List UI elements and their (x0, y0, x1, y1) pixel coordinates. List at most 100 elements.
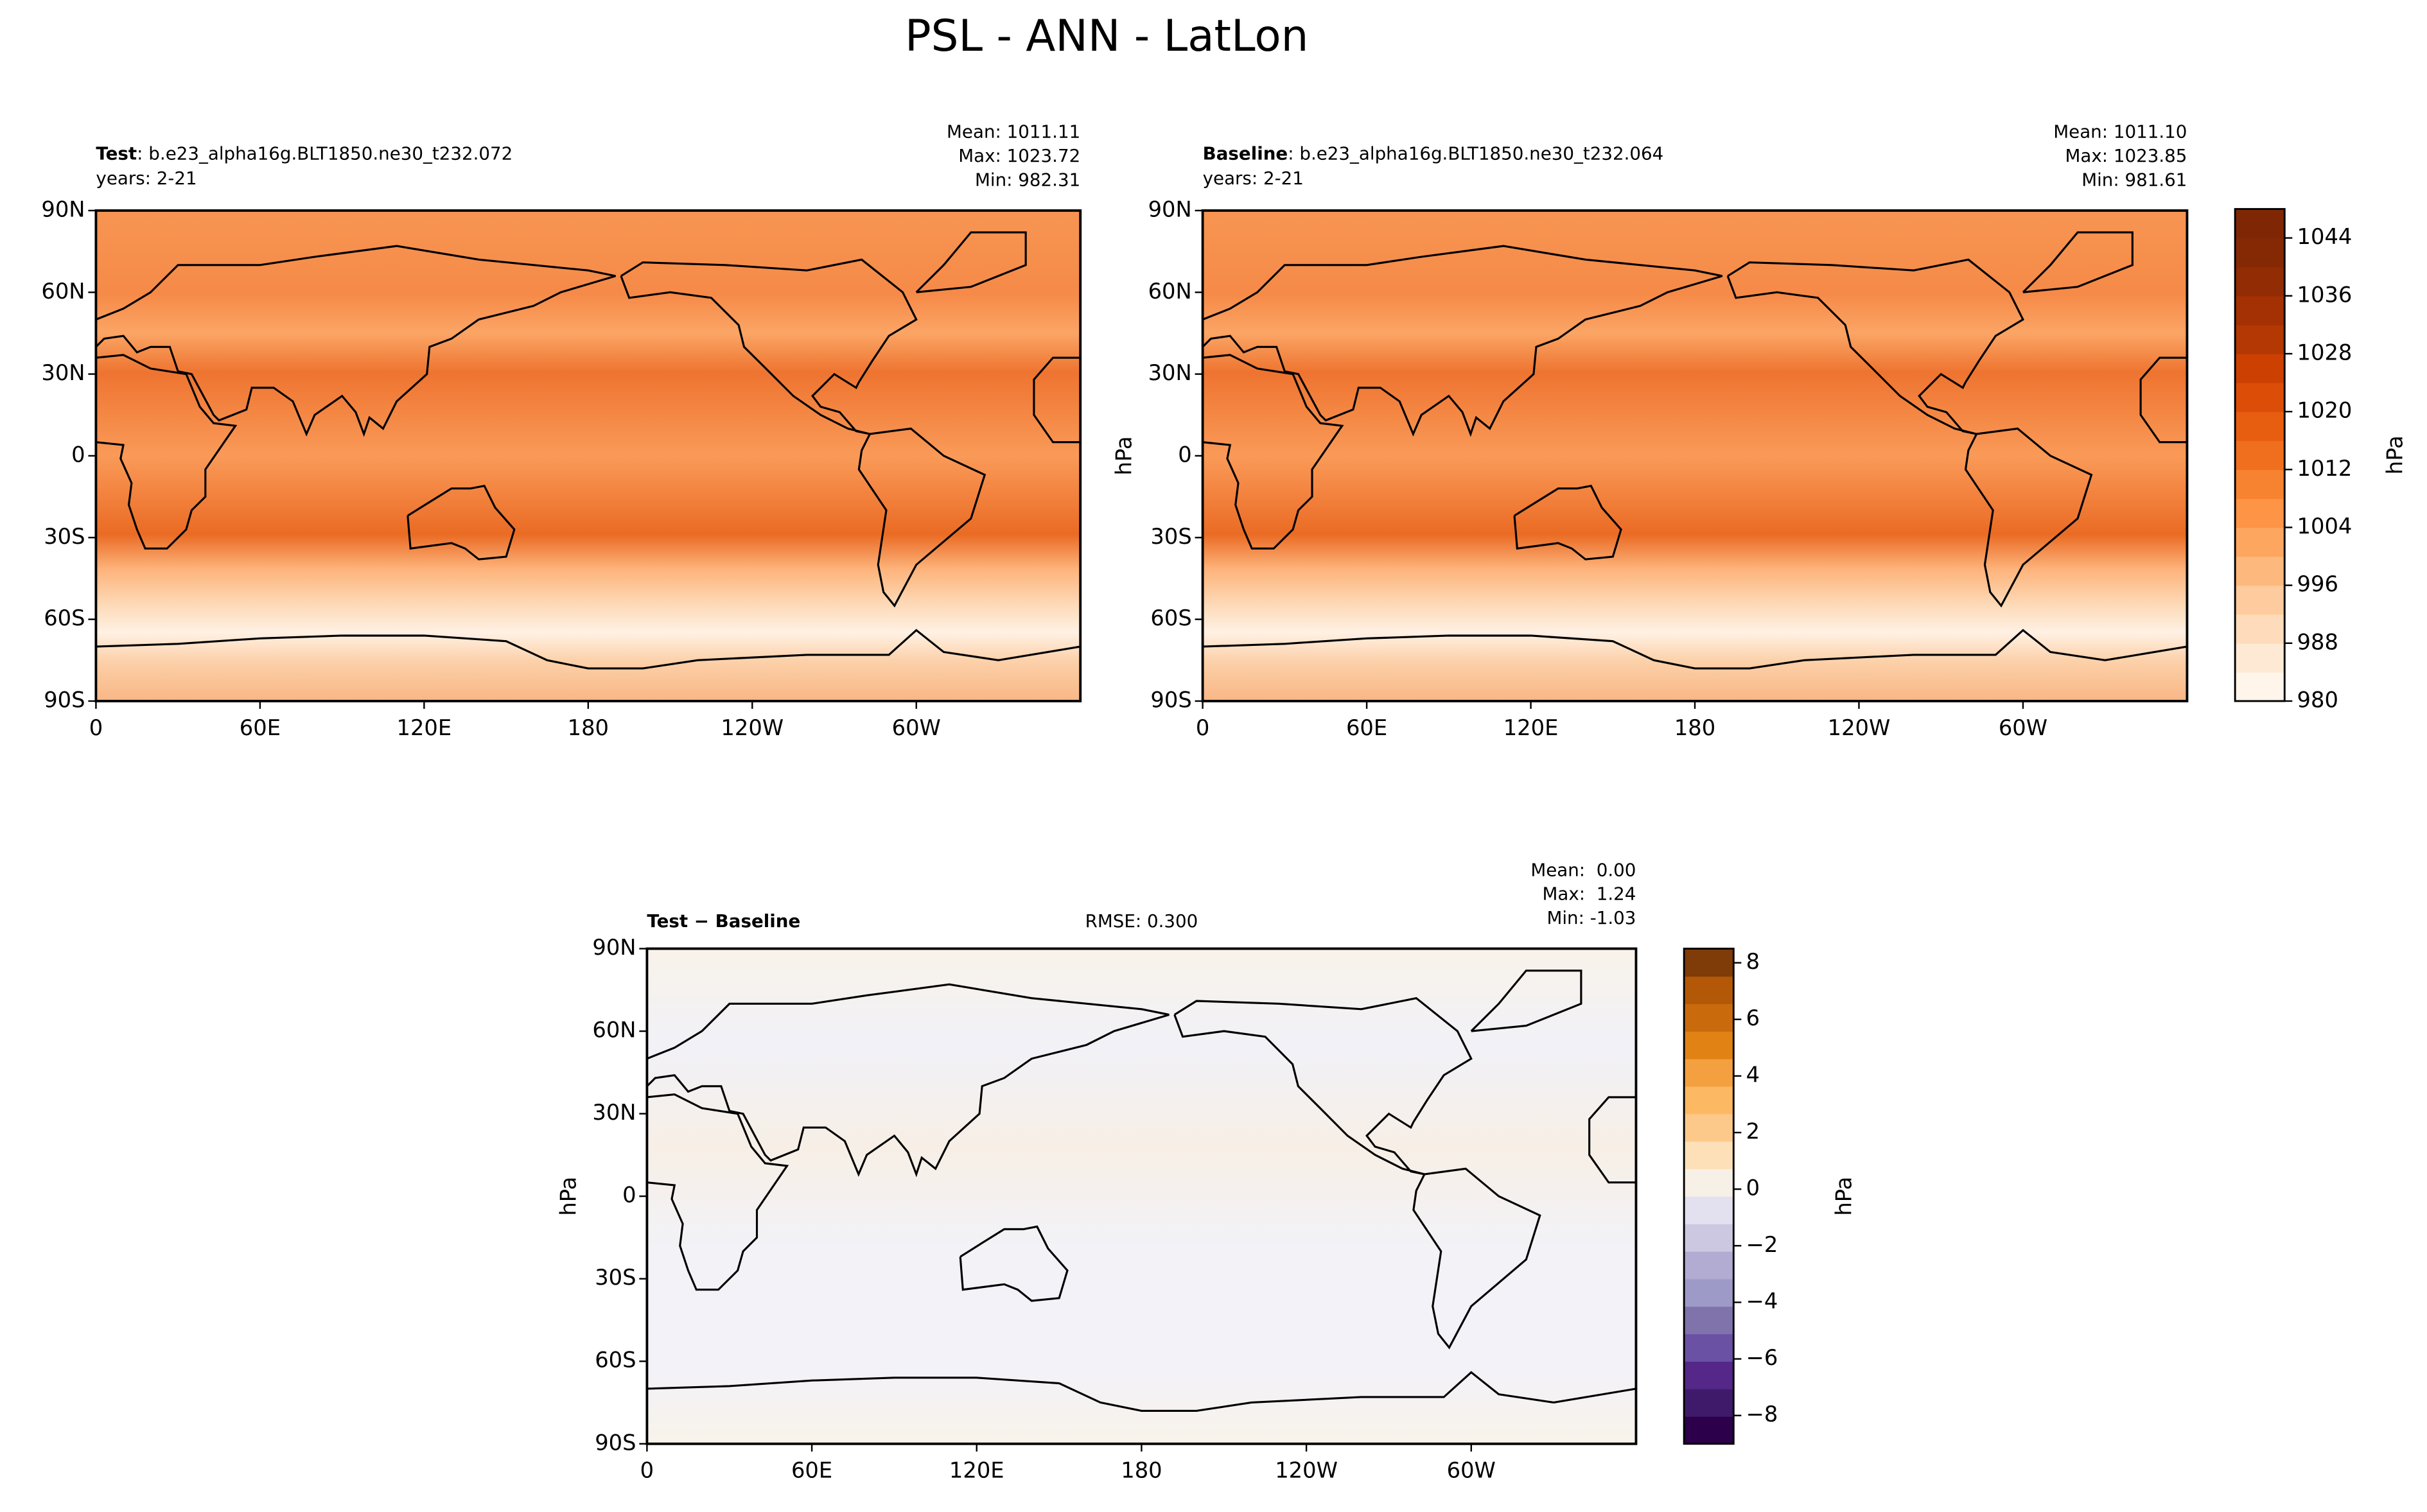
map-field (647, 948, 1636, 1444)
x-tick-label: 60W (1999, 715, 2047, 740)
y-tick-label: 0 (622, 1183, 636, 1208)
colorbar-label: hPa (1831, 1177, 1856, 1216)
colorbar-tick-label: 2 (1746, 1119, 1760, 1144)
stat: Max: 1.24 (1543, 883, 1636, 905)
x-tick-label: 180 (1121, 1458, 1162, 1483)
coastline (1202, 245, 1723, 437)
stat: Min: -1.03 (1546, 907, 1636, 928)
coastline (2022, 231, 2133, 293)
colorbar-band (2235, 266, 2285, 297)
x-tick-label: 120E (949, 1458, 1004, 1483)
coastline (646, 983, 1170, 1177)
colorbar-band (1684, 1389, 1734, 1417)
colorbar-tick-label: 1012 (2297, 456, 2353, 481)
y-tick-label: 60S (595, 1348, 636, 1373)
colorbar-frame (1683, 948, 1735, 1445)
coastline (1964, 427, 2093, 608)
case-name: : b.e23_alpha16g.BLT1850.ne30_t232.072 (137, 143, 513, 164)
y-tick-label: 90S (44, 687, 85, 712)
y-tick-label: 0 (71, 442, 85, 467)
x-tick-label: 120W (1275, 1458, 1338, 1483)
map-field (1202, 210, 2187, 701)
colorbar-band (2235, 353, 2285, 383)
stat: Min: 982.31 (975, 169, 1080, 190)
x-tick-label: 60E (240, 715, 281, 740)
coastline (915, 231, 1027, 293)
colorbar-tick-label: −2 (1746, 1232, 1778, 1257)
colorbar-band (2235, 209, 2285, 239)
colorbar-band (1684, 1278, 1734, 1307)
coastline (96, 629, 1081, 670)
colorbar-band (1684, 1196, 1734, 1224)
y-tick-label: 90S (595, 1430, 636, 1455)
coastline (1726, 258, 2025, 435)
colorbar-band (2235, 469, 2285, 500)
x-tick-label: 0 (89, 715, 103, 740)
colorbar-tick-label: 988 (2297, 629, 2338, 654)
coastline (647, 1093, 789, 1291)
y-tick-label: 30N (1148, 360, 1192, 385)
colorbar-band (1684, 1058, 1734, 1087)
x-tick-label: 0 (1196, 715, 1209, 740)
coastline (1202, 629, 2187, 670)
coastline (959, 1225, 1069, 1302)
colorbar-tick-label: 1044 (2297, 224, 2353, 249)
y-tick-label: 30S (595, 1265, 636, 1290)
colorbar-band (1684, 1031, 1734, 1059)
coastline (1588, 1096, 1636, 1184)
x-tick-label: 120E (397, 715, 452, 740)
panel-label-text: Baseline (1203, 143, 1288, 164)
colorbar-band (2235, 295, 2285, 326)
colorbar-band (1684, 948, 1734, 977)
y-axis-label: hPa (1112, 436, 1137, 475)
colorbar-tick-label: 1004 (2297, 514, 2353, 539)
panel-label: Test − Baseline (647, 910, 800, 932)
years: years: 2-21 (96, 168, 197, 189)
rmse: RMSE: 0.300 (1085, 910, 1198, 932)
case-name: : b.e23_alpha16g.BLT1850.ne30_t232.064 (1288, 143, 1663, 164)
stat: Min: 981.61 (2081, 169, 2187, 190)
y-tick-label: 30N (592, 1100, 636, 1125)
coastline (1173, 996, 1473, 1176)
colorbar-tick-label: −6 (1746, 1345, 1778, 1370)
x-tick-label: 60E (1346, 715, 1387, 740)
y-tick-label: 60S (1150, 605, 1191, 630)
colorbar-band (2235, 498, 2285, 528)
colorbar-band (1684, 1141, 1734, 1170)
colorbar-tick-label: 0 (1746, 1176, 1760, 1201)
y-tick-label: 90N (1148, 196, 1192, 222)
coastline (647, 1371, 1636, 1412)
x-tick-label: 120W (721, 715, 784, 740)
colorbar-band (1684, 1251, 1734, 1280)
colorbar-band (2235, 527, 2285, 557)
colorbar-tick-label: 980 (2297, 687, 2338, 712)
colorbar-band (1684, 1361, 1734, 1389)
y-tick-label: 0 (1178, 442, 1191, 467)
colorbar-tick-label: 8 (1746, 949, 1760, 974)
coastline (1470, 969, 1582, 1032)
coastline (1033, 356, 1081, 444)
colorbar-band (2235, 614, 2285, 644)
y-tick-label: 30S (1150, 524, 1191, 549)
colorbar-tick-label: −4 (1746, 1289, 1778, 1314)
panel-label-text: Test (96, 143, 137, 164)
colorbar-tick-label: −8 (1746, 1402, 1778, 1427)
y-tick-label: 60N (592, 1018, 636, 1043)
colorbar-band (1684, 1416, 1734, 1445)
y-tick-label: 90S (1150, 687, 1191, 712)
colorbar-band (1684, 1004, 1734, 1032)
colorbar-band (2235, 556, 2285, 586)
coastline (1412, 1167, 1541, 1350)
years: years: 2-21 (1203, 168, 1304, 189)
coastline (96, 354, 238, 550)
colorbar-band (1684, 1086, 1734, 1115)
colorbar-band (2235, 440, 2285, 471)
colorbar-band (2235, 585, 2285, 615)
colorbar-label: hPa (2382, 435, 2407, 474)
panel-label: Baseline: b.e23_alpha16g.BLT1850.ne30_t2… (1203, 143, 1664, 164)
map-field (96, 210, 1081, 701)
colorbar-band (2235, 238, 2285, 268)
colorbar-tick-label: 6 (1746, 1005, 1760, 1030)
colorbar-tick-label: 1028 (2297, 340, 2353, 365)
